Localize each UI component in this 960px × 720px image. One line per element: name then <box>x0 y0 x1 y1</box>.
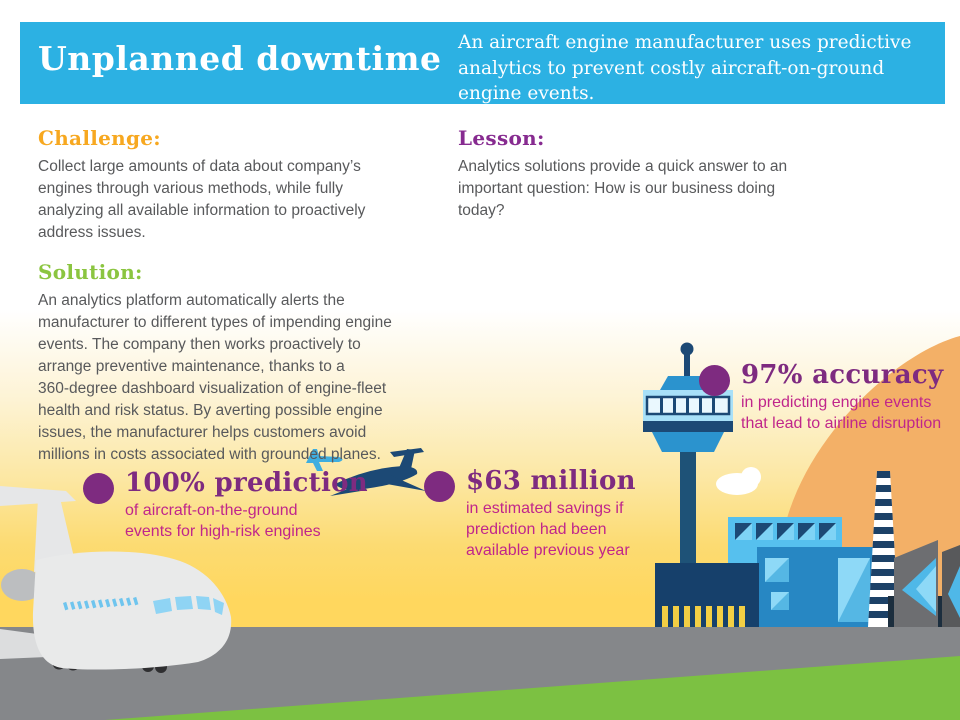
small-blue-jet-illustration <box>306 449 343 471</box>
lesson-heading: Lesson: <box>458 126 545 150</box>
challenge-section: Challenge: Collect large amounts of data… <box>38 126 438 244</box>
header-subtitle: An aircraft engine manufacturer uses pre… <box>458 32 912 105</box>
stat-value: $63 million <box>466 466 636 496</box>
challenge-heading: Challenge: <box>38 126 161 150</box>
solution-body: An analytics platform automatically aler… <box>38 292 392 463</box>
stat-description: of aircraft-on-the-ground events for hig… <box>125 502 321 541</box>
stat-bullet-circle <box>83 473 114 504</box>
stat-value: 100% prediction <box>125 468 368 498</box>
lesson-body: Analytics solutions provide a quick answ… <box>458 158 788 219</box>
stat-description: in predicting engine events that lead to… <box>741 394 942 433</box>
challenge-body: Collect large amounts of data about comp… <box>38 158 366 241</box>
stat-63-million: $63 million in estimated savings if pred… <box>424 466 636 562</box>
glass-terminal-illustration <box>888 540 960 627</box>
solution-section: Solution: An analytics platform automati… <box>38 260 468 466</box>
stat-bullet-circle <box>424 471 455 502</box>
page-title: Unplanned downtime <box>38 39 442 78</box>
grass-illustration <box>105 656 960 720</box>
stat-description: in estimated savings if prediction had b… <box>466 500 630 559</box>
navy-jet-illustration <box>330 448 426 496</box>
lesson-section: Lesson: Analytics solutions provide a qu… <box>458 126 878 222</box>
stat-100-prediction: 100% prediction of aircraft-on-the-groun… <box>83 468 368 543</box>
stat-value: 97% accuracy <box>741 360 944 390</box>
control-tower-illustration <box>643 342 759 627</box>
large-airplane-illustration <box>0 486 232 673</box>
stat-97-accuracy: 97% accuracy in predicting engine events… <box>699 360 944 435</box>
cloud-illustration <box>716 467 761 495</box>
header-band: Unplanned downtime An aircraft engine ma… <box>20 22 945 104</box>
solution-heading: Solution: <box>38 260 143 284</box>
stat-bullet-circle <box>699 365 730 396</box>
